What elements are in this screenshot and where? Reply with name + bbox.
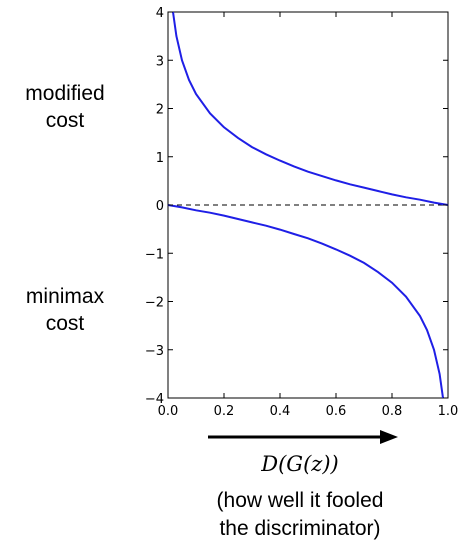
arrow-head-icon	[380, 430, 398, 444]
y-tick-label: 1	[156, 151, 164, 166]
minimax-cost-curve	[167, 204, 444, 399]
series-layer	[167, 11, 449, 399]
modified-cost-curve	[172, 11, 449, 206]
y-tick-label: 3	[156, 54, 164, 69]
x-axis-label: D(G(z))	[261, 452, 339, 476]
modified-label-line1: modified	[25, 82, 105, 105]
y-tick-label: −2	[145, 296, 164, 311]
modified-label-line2: cost	[45, 109, 85, 132]
caption: (how well it fooled the discriminator)	[150, 487, 450, 543]
x-tick-label: 0.2	[214, 404, 235, 419]
x-tick-label: 0.4	[270, 404, 291, 419]
minimax-label-line1: minimax	[25, 285, 105, 308]
caption-line2: the discriminator)	[219, 517, 381, 540]
y-tick-label: −4	[145, 392, 164, 407]
minimax-label-line2: cost	[45, 312, 85, 335]
x-tick-label: 0.8	[382, 404, 403, 419]
x-tick-label: 0.6	[326, 404, 347, 419]
y-tick-label: −1	[145, 247, 164, 262]
x-tick-label: 1.0	[438, 404, 459, 419]
x-tick-label: 0.0	[158, 404, 179, 419]
y-tick-label: −3	[145, 344, 164, 359]
y-tick-label: 2	[156, 103, 164, 118]
direction-arrow	[208, 430, 398, 444]
caption-line1: (how well it fooled	[216, 489, 384, 512]
y-tick-label: 4	[156, 6, 164, 21]
minimax-cost-label: minimax cost	[0, 283, 130, 337]
ticks-layer: 0.0 0.2 0.4 0.6 0.8 1.0 4 3 2 1 0 −1 −2 −3 −4	[145, 6, 459, 419]
y-tick-label: 0	[156, 199, 164, 214]
modified-cost-label: modified cost	[0, 80, 130, 134]
